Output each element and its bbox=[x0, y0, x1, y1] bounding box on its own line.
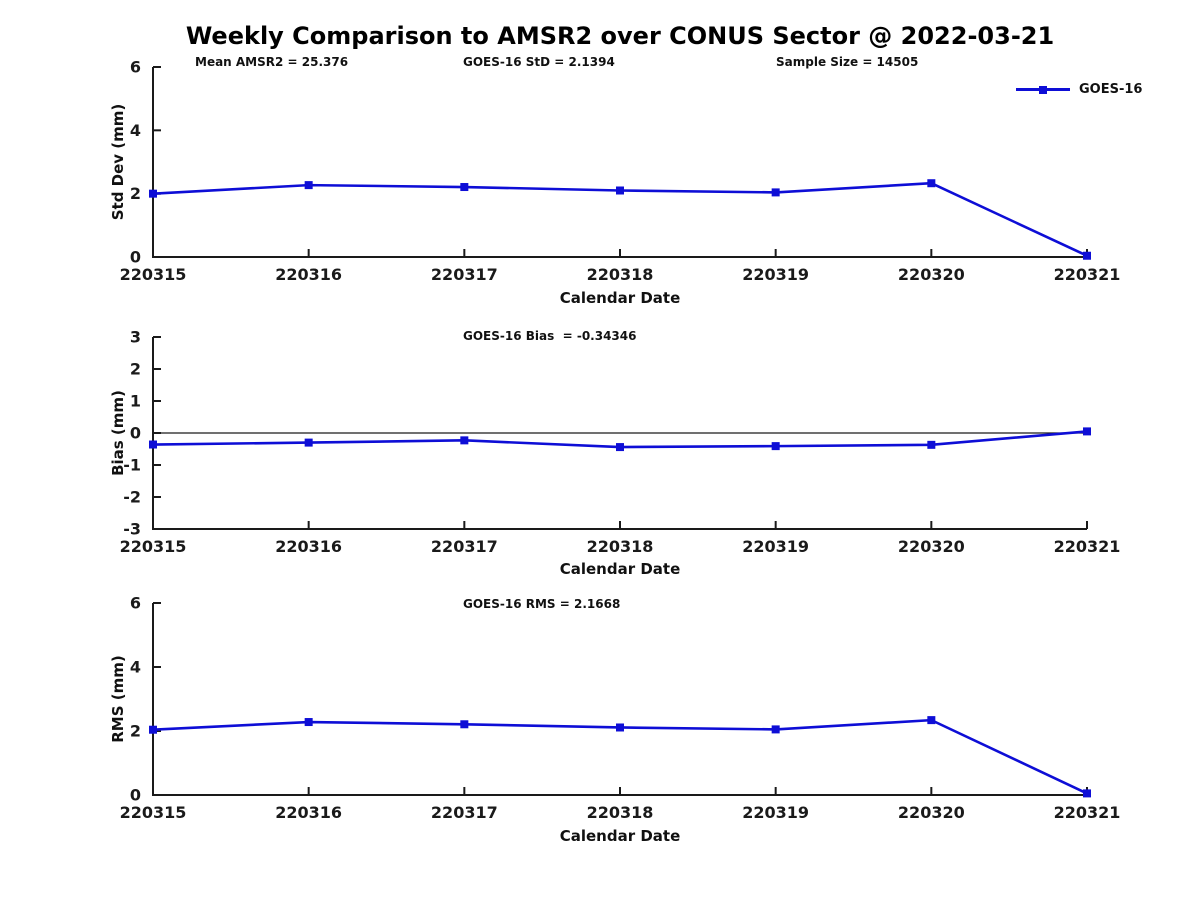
legend-square-marker-icon bbox=[1039, 85, 1047, 94]
data-point-marker bbox=[304, 438, 313, 447]
x-tick-label: 220317 bbox=[431, 803, 498, 822]
y-tick-label: 0 bbox=[130, 248, 141, 267]
y-tick-label: 4 bbox=[130, 121, 141, 140]
stat-goes16-bias: GOES-16 Bias = -0.34346 bbox=[463, 329, 637, 343]
x-tick-label: 220316 bbox=[275, 537, 342, 556]
data-point-marker bbox=[149, 189, 157, 198]
data-point-marker bbox=[771, 442, 780, 451]
data-point-marker bbox=[304, 181, 313, 190]
y-axis-label-std-dev: Std Dev (mm) bbox=[109, 103, 127, 221]
x-tick-label: 220315 bbox=[120, 537, 187, 556]
x-axis-label-calendar-date-3: Calendar Date bbox=[559, 827, 681, 845]
y-tick-label: -3 bbox=[123, 520, 141, 539]
x-axis-label-calendar-date-2: Calendar Date bbox=[559, 560, 681, 578]
y-axis-label-bias: Bias (mm) bbox=[109, 390, 127, 476]
y-tick-label: 0 bbox=[130, 424, 141, 443]
data-point-marker bbox=[1083, 427, 1091, 436]
x-tick-label: 220316 bbox=[275, 803, 342, 822]
y-tick-label: -2 bbox=[123, 488, 141, 507]
legend-label: GOES-16 bbox=[1079, 82, 1143, 97]
data-point-marker bbox=[927, 179, 936, 188]
y-tick-label: 1 bbox=[130, 392, 141, 411]
x-tick-label: 220321 bbox=[1054, 537, 1121, 556]
y-tick-label: 0 bbox=[130, 786, 141, 805]
data-point-marker bbox=[616, 186, 624, 195]
data-point-marker bbox=[616, 443, 624, 452]
figure-title: Weekly Comparison to AMSR2 over CONUS Se… bbox=[185, 22, 1055, 50]
x-tick-label: 220318 bbox=[587, 265, 654, 284]
x-tick-label: 220321 bbox=[1054, 803, 1121, 822]
y-tick-label: 2 bbox=[130, 360, 141, 379]
data-point-marker bbox=[927, 440, 936, 449]
x-tick-label: 220321 bbox=[1054, 265, 1121, 284]
legend: GOES-16 bbox=[1016, 82, 1142, 97]
axis-frame bbox=[152, 67, 1087, 258]
data-point-marker bbox=[149, 440, 157, 449]
y-tick-label: -1 bbox=[123, 456, 141, 475]
x-tick-label: 220317 bbox=[431, 537, 498, 556]
y-tick-label: 6 bbox=[130, 594, 141, 613]
data-point-marker bbox=[460, 183, 469, 192]
data-point-marker bbox=[616, 723, 624, 732]
x-tick-label: 220318 bbox=[587, 537, 654, 556]
data-point-marker bbox=[771, 188, 780, 197]
x-tick-label: 220320 bbox=[898, 265, 965, 284]
x-tick-label: 220316 bbox=[275, 265, 342, 284]
y-tick-label: 4 bbox=[130, 658, 141, 677]
stat-sample-size: Sample Size = 14505 bbox=[776, 55, 919, 69]
x-tick-label: 220317 bbox=[431, 265, 498, 284]
x-tick-label: 220315 bbox=[120, 803, 187, 822]
data-point-marker bbox=[460, 436, 469, 445]
x-tick-label: 220320 bbox=[898, 537, 965, 556]
x-tick-label: 220320 bbox=[898, 803, 965, 822]
stat-mean-amsr2: Mean AMSR2 = 25.376 bbox=[195, 55, 349, 69]
x-tick-label: 220319 bbox=[742, 803, 809, 822]
stat-goes16-std: GOES-16 StD = 2.1394 bbox=[463, 55, 615, 69]
axis-frame bbox=[152, 603, 1087, 796]
legend-line-sample bbox=[1016, 85, 1070, 94]
data-point-marker bbox=[149, 725, 157, 734]
data-point-marker bbox=[1083, 789, 1091, 798]
data-point-marker bbox=[304, 718, 313, 727]
y-tick-label: 2 bbox=[130, 184, 141, 203]
data-point-marker bbox=[927, 716, 936, 725]
data-point-marker bbox=[460, 720, 469, 729]
y-tick-label: 2 bbox=[130, 722, 141, 741]
x-tick-label: 220319 bbox=[742, 265, 809, 284]
x-tick-label: 220315 bbox=[120, 265, 187, 284]
y-tick-label: 6 bbox=[130, 58, 141, 77]
data-point-marker bbox=[771, 725, 780, 734]
y-axis-label-rms: RMS (mm) bbox=[109, 655, 127, 743]
x-tick-label: 220318 bbox=[587, 803, 654, 822]
stat-goes16-rms: GOES-16 RMS = 2.1668 bbox=[463, 597, 621, 611]
data-point-marker bbox=[1083, 251, 1091, 260]
x-tick-label: 220319 bbox=[742, 537, 809, 556]
x-axis-label-calendar-date-1: Calendar Date bbox=[559, 289, 681, 307]
y-tick-label: 3 bbox=[130, 328, 141, 347]
